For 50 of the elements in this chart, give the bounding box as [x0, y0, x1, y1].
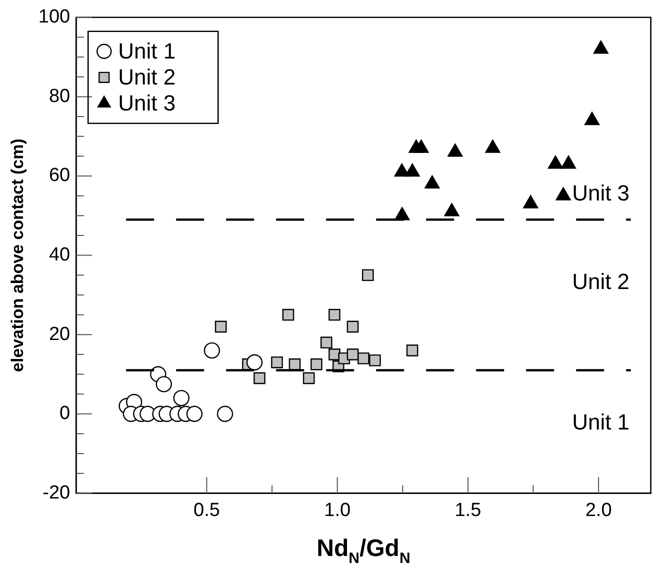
annotation: Unit 1: [572, 409, 630, 434]
point: [282, 308, 294, 321]
point: [186, 406, 203, 422]
legend-label: Unit 2: [118, 64, 176, 90]
x-tick-label: 1.0: [324, 500, 351, 521]
point: [448, 144, 463, 157]
point: [548, 156, 563, 169]
point: [320, 336, 332, 348]
y-tick-label: 20: [48, 324, 70, 345]
point: [369, 354, 381, 366]
point: [346, 320, 359, 333]
point: [424, 175, 440, 189]
point: [444, 203, 460, 216]
point: [560, 156, 576, 169]
point: [254, 372, 266, 384]
point: [173, 390, 190, 406]
y-tick-label: 80: [48, 86, 70, 107]
point: [271, 356, 283, 368]
point: [362, 269, 374, 282]
point: [406, 344, 418, 356]
y-tick-label: 0: [60, 403, 70, 424]
x-tick-label: 0.5: [194, 500, 220, 521]
point: [328, 308, 340, 321]
point: [523, 195, 538, 208]
y-tick-label: -20: [42, 482, 70, 504]
x-tick-label: 1.5: [454, 500, 482, 521]
point: [302, 372, 315, 384]
point: [584, 112, 600, 126]
x-tick-label: 2.0: [585, 500, 612, 521]
point: [358, 352, 370, 364]
y-tick-label: 40: [48, 244, 70, 266]
annotation: Unit 2: [572, 269, 630, 294]
point: [310, 358, 322, 370]
point: [414, 140, 429, 153]
point: [204, 342, 220, 359]
point: [404, 163, 420, 177]
y-axis-title: elevation above contact (cm): [8, 138, 27, 372]
point: [156, 376, 172, 392]
legend-label: Unit 1: [118, 38, 176, 64]
y-tick-label: 100: [38, 6, 70, 28]
point: [216, 406, 234, 422]
point: [346, 348, 359, 360]
y-tick-label: 60: [48, 165, 70, 186]
point: [214, 320, 227, 333]
point: [246, 354, 263, 370]
point: [556, 187, 571, 200]
point: [593, 40, 608, 54]
annotation: Unit 3: [572, 180, 630, 206]
legend-label: Unit 3: [118, 90, 176, 116]
point: [485, 140, 500, 153]
